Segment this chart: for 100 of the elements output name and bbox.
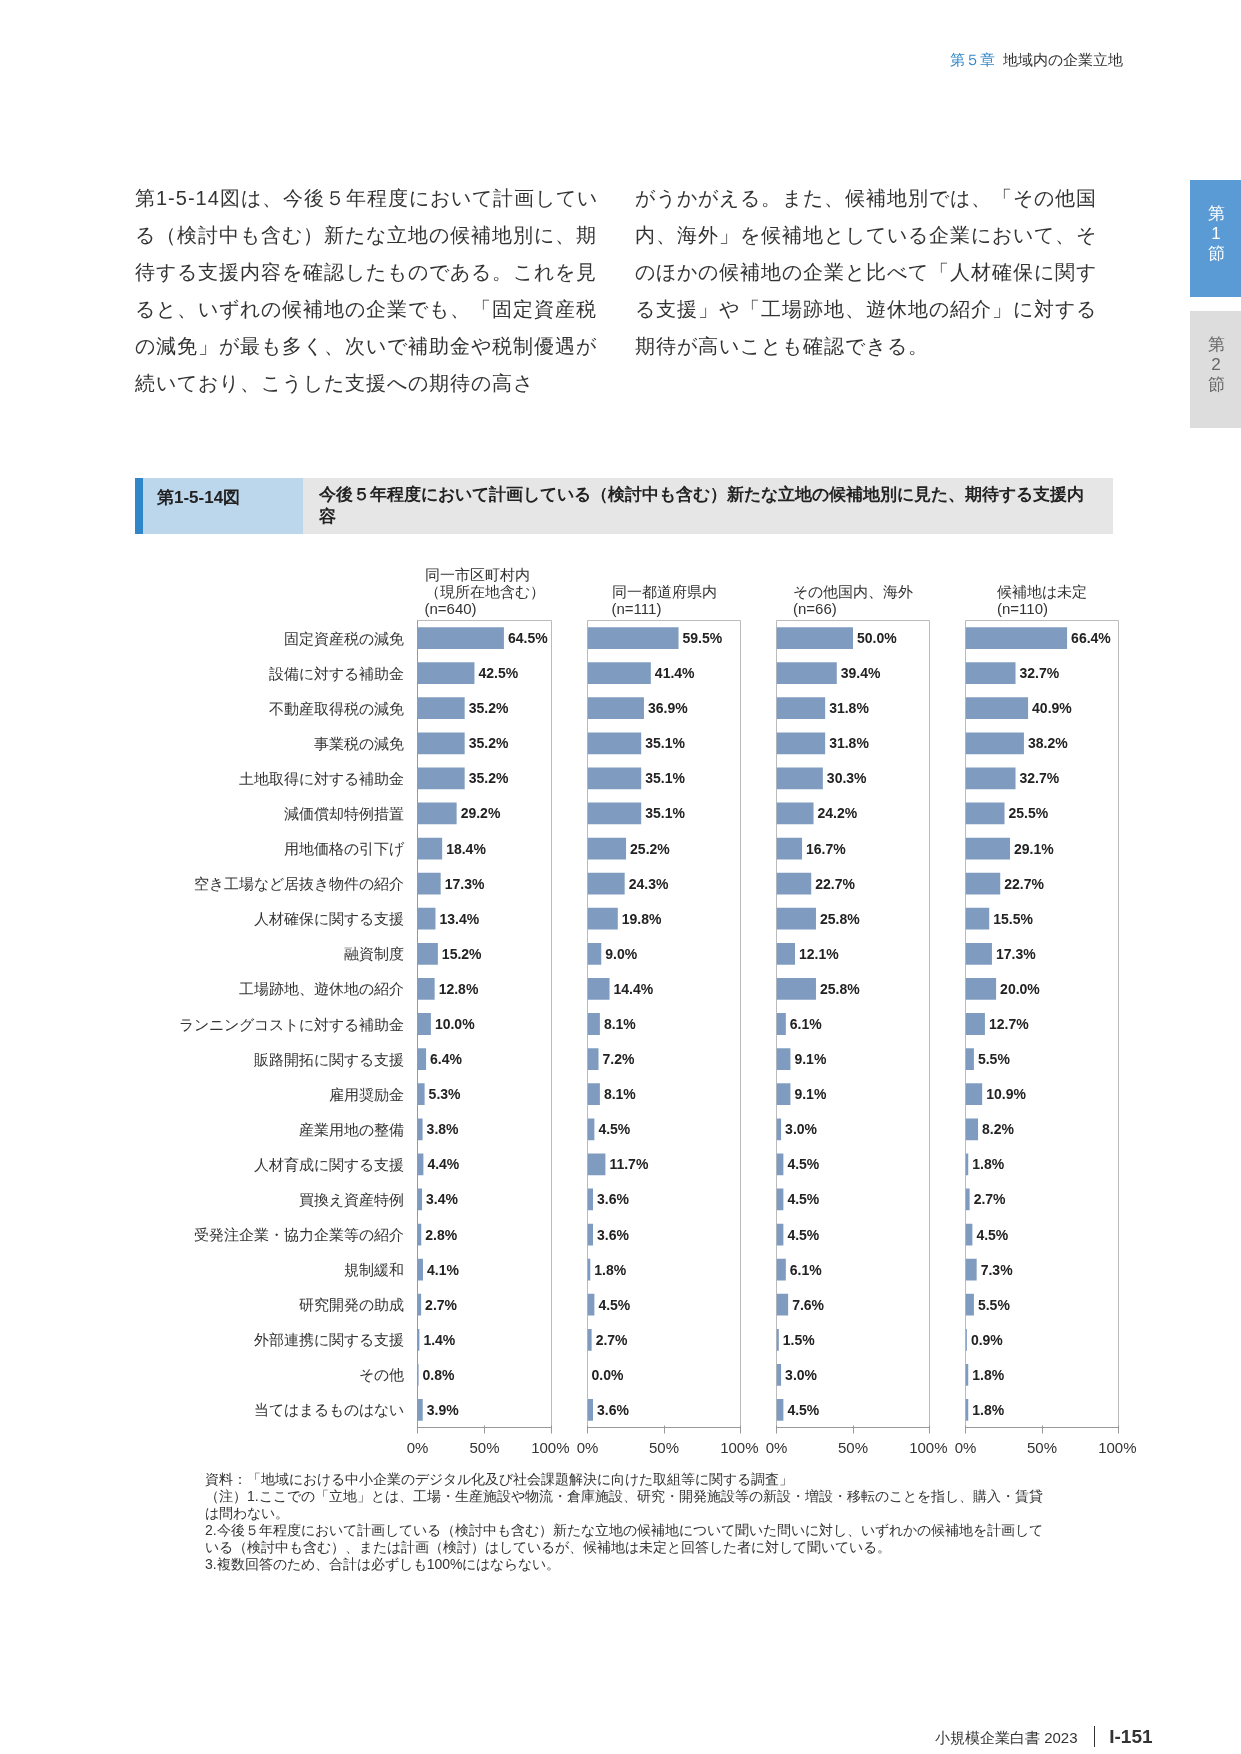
y-tick-label: 固定資産税の減免 — [283, 629, 404, 647]
x-tick-label: 100% — [1098, 1438, 1137, 1456]
data-label: 2.8% — [425, 1226, 458, 1243]
data-label: 4.5% — [787, 1191, 820, 1207]
data-label: 24.3% — [628, 875, 669, 892]
data-label: 1.8% — [594, 1261, 627, 1278]
data-label: 14.4% — [613, 980, 654, 997]
data-label: 41.4% — [654, 664, 696, 681]
data-label: 32.7% — [1019, 769, 1060, 786]
data-label: 3.4% — [426, 1191, 459, 1207]
data-label: 12.1% — [799, 945, 840, 962]
data-label: 5.3% — [428, 1085, 462, 1102]
x-tick-label: 50% — [469, 1438, 500, 1456]
data-label: 4.5% — [598, 1296, 631, 1313]
y-tick-label: 販路開拓に関する支援 — [253, 1050, 404, 1068]
y-tick-label: その他 — [358, 1365, 404, 1383]
x-tick-label: 50% — [648, 1438, 680, 1456]
y-tick-label: 人材育成に関する支援 — [253, 1155, 404, 1173]
data-label: 10.9% — [986, 1085, 1027, 1102]
data-label: 5.5% — [977, 1050, 1011, 1067]
data-label: 40.9% — [1032, 699, 1073, 716]
data-label: 19.8% — [621, 910, 663, 927]
chart-title: 候補地は未定(n=110) — [997, 582, 1087, 617]
data-label: 12.8% — [438, 980, 479, 997]
data-label: 25.8% — [819, 980, 861, 997]
x-tick-label: 100% — [720, 1438, 759, 1456]
data-label: 0.0% — [591, 1366, 624, 1383]
data-label: 3.8% — [426, 1120, 460, 1137]
text: 2.今後５年程度において計画している（検討中も含む）新たな立地の候補地について聞いた問いに対し、いずれかの候補地を計画している（検討中も含む）、または計画（検討）はしているが、候補地は未定と回答した者に対して聞いている。 — [205, 1521, 1043, 1555]
data-label: 2.7% — [973, 1191, 1007, 1207]
text: I-151 — [1094, 1725, 1153, 1747]
y-tick-label: 研究開発の助成 — [298, 1295, 404, 1313]
data-label: 7.6% — [792, 1296, 825, 1313]
x-tick-label: 50% — [1026, 1438, 1058, 1456]
data-label: 29.2% — [460, 805, 501, 822]
data-label: 8.2% — [982, 1120, 1015, 1137]
data-label: 31.8% — [829, 734, 870, 751]
data-label: 35.1% — [645, 805, 686, 822]
data-label: 22.7% — [1004, 875, 1045, 892]
data-label: 3.6% — [597, 1401, 630, 1418]
chart-title: 同一市区町村内（現所在地含む）(n=640) — [424, 565, 545, 617]
data-label: 25.5% — [1008, 805, 1049, 822]
text: 今後５年程度において計画している（検討中も含む）新たな立地の候補地別に見た、期待する支援内容 — [318, 484, 1085, 529]
data-label: 66.4% — [1071, 629, 1112, 646]
text: 第1節 — [1207, 204, 1225, 265]
text: 3.複数回答のため、合計は必ずしも100%にはならない。 — [205, 1555, 561, 1572]
text: 小規模企業白書 2023 — [935, 1728, 1078, 1746]
data-label: 4.5% — [787, 1401, 820, 1418]
data-label: 9.1% — [794, 1085, 827, 1102]
data-label: 10.0% — [434, 1015, 476, 1032]
y-tick-label: 不動産取得税の減免 — [268, 699, 404, 717]
data-label: 1.8% — [972, 1155, 1005, 1172]
y-tick-label: 外部連携に関する支援 — [253, 1330, 404, 1348]
data-label: 2.7% — [595, 1331, 629, 1348]
data-label: 24.2% — [817, 805, 858, 822]
x-tick-label: 0% — [576, 1438, 599, 1456]
data-label: 64.5% — [507, 629, 549, 646]
y-tick-label: 規制緩和 — [343, 1260, 404, 1278]
text: 第1-5-14図は、今後５年程度において計画している（検討中も含む）新たな立地の候補地別に、期待する支援内容を確認したものである。これを見ると、いずれの候補地の企業でも、「固定資産税の減免」が最も多く、次いで補助金や税制優遇が続いており、こうした支援への期待の高さ — [135, 186, 599, 397]
data-label: 3.6% — [597, 1226, 630, 1243]
data-label: 6.4% — [430, 1050, 463, 1067]
data-label: 50.0% — [857, 629, 898, 646]
x-tick-label: 50% — [837, 1438, 869, 1456]
data-label: 36.9% — [647, 699, 689, 716]
data-label: 4.5% — [598, 1120, 631, 1137]
data-label: 5.5% — [977, 1296, 1011, 1313]
data-label: 4.5% — [976, 1226, 1009, 1243]
x-tick-label: 0% — [765, 1438, 788, 1456]
data-label: 11.7% — [609, 1155, 649, 1172]
x-tick-label: 0% — [406, 1438, 429, 1456]
text: がうかがえる。また、候補地別では、「その他国内、海外」を候補地としている企業において、そのほかの候補地の企業と比べて「人材確保に関する支援」や「工場跡地、遊休地の紹介」に対する期待が高いことも確認できる。 — [635, 186, 1098, 360]
text: 第1-5-14図 — [143, 478, 303, 535]
text: 地域内の企業立地 — [1003, 51, 1124, 68]
data-label: 7.3% — [980, 1261, 1014, 1278]
data-label: 1.8% — [972, 1366, 1005, 1383]
data-label: 25.2% — [630, 840, 671, 857]
data-label: 3.0% — [785, 1120, 818, 1137]
data-label: 6.1% — [789, 1015, 823, 1032]
data-label: 35.2% — [468, 769, 509, 786]
data-label: 0.8% — [422, 1366, 456, 1383]
y-tick-label: 雇用奨励金 — [328, 1085, 404, 1103]
y-tick-label: 産業用地の整備 — [298, 1120, 404, 1138]
data-label: 59.5% — [682, 629, 723, 646]
y-tick-label: 買換え資産特例 — [298, 1190, 404, 1208]
chart-title: 同一都道府県内(n=111) — [611, 582, 717, 617]
x-tick-label: 100% — [531, 1438, 570, 1456]
text: 第2節 — [1207, 335, 1225, 396]
data-label: 39.4% — [840, 664, 882, 681]
data-label: 17.3% — [995, 945, 1037, 962]
data-label: 35.2% — [468, 699, 509, 716]
data-label: 1.8% — [972, 1401, 1005, 1418]
data-label: 15.5% — [993, 910, 1034, 927]
data-label: 31.8% — [829, 699, 870, 716]
data-label: 7.2% — [602, 1050, 635, 1067]
data-label: 4.1% — [426, 1261, 460, 1278]
data-label: 12.7% — [988, 1015, 1030, 1032]
data-label: 0.9% — [970, 1331, 1004, 1348]
text: （注）1.ここでの「立地」とは、工場・生産施設や物流・倉庫施設、研究・開発施設等の新設・増設・移転のことを指し、購入・賃貸は問わない。 — [205, 1487, 1043, 1521]
y-tick-label: 空き工場など居抜き物件の紹介 — [193, 874, 404, 892]
x-tick-label: 0% — [954, 1438, 977, 1456]
